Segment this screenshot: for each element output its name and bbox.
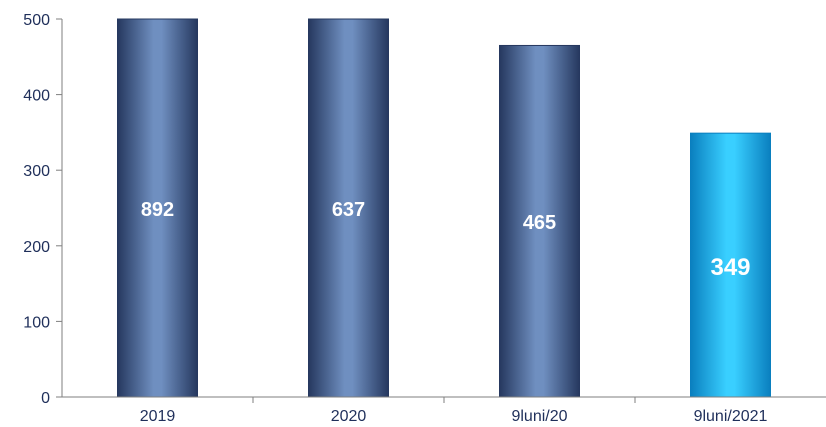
y-tick-label: 500 [23, 12, 50, 29]
x-tick-label: 2020 [331, 408, 367, 425]
y-tick-label: 300 [23, 163, 50, 180]
y-tick-label: 100 [23, 314, 50, 331]
data-label: 892 [141, 199, 174, 221]
data-label: 349 [710, 254, 750, 281]
x-tick-label: 9luni/2021 [694, 408, 768, 425]
y-tick-label: 200 [23, 239, 50, 256]
x-tick-label: 2019 [140, 408, 176, 425]
x-tick-label: 9luni/20 [511, 408, 567, 425]
bar-2020 [308, 18, 389, 398]
y-tick-label: 400 [23, 88, 50, 105]
y-tick-label: 0 [41, 390, 50, 407]
x-axis: 2019 2020 9luni/20 9luni/2021 [62, 396, 826, 425]
data-label: 637 [332, 199, 365, 221]
bar-9luni-2021 [690, 132, 771, 398]
data-label: 465 [523, 212, 556, 234]
bar-9luni-20 [499, 44, 580, 398]
bars: 892 637 465 349 [117, 18, 771, 398]
y-axis: 0 100 200 300 400 500 [23, 12, 63, 407]
